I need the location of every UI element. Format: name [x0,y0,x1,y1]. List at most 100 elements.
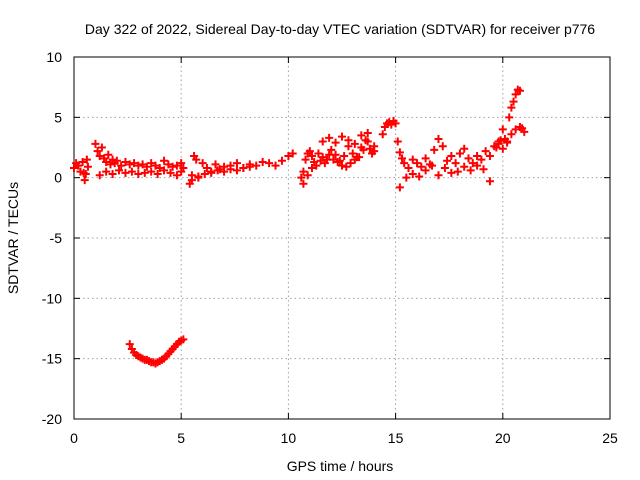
data-point [177,159,186,168]
data-point [207,168,216,177]
data-point [498,144,507,153]
data-point [408,155,417,164]
data-point [200,170,209,179]
data-point [70,164,78,173]
y-tick-label: -15 [42,351,62,367]
data-point [104,150,113,159]
data-point [192,155,201,164]
data-point [220,167,229,176]
data-point [160,156,169,165]
data-point [168,162,177,171]
y-tick-label: -5 [50,230,63,246]
data-point [357,131,366,140]
axis-ticks: 0 5 10 15 20 25 -20 -15 -10 -5 0 5 10 [42,49,618,446]
data-point [232,159,241,168]
data-point [342,162,351,171]
data-point [455,149,464,158]
data-point [288,149,297,158]
data-point [320,159,329,168]
data-point [325,133,334,142]
data-point [314,149,323,158]
data-point [408,170,417,179]
data-point [398,154,407,163]
data-point [147,167,156,176]
data-point [271,161,280,170]
data-point [363,137,372,146]
data-point [93,147,102,156]
data-point [443,156,452,165]
data-point [153,170,162,179]
data-point [503,137,512,146]
x-tick-label: 15 [388,430,404,446]
data-point [97,143,106,152]
data-point [258,157,267,166]
data-point [127,167,136,176]
data-point [505,113,514,122]
data-point [350,139,359,148]
data-point [507,130,516,139]
data-point [140,168,149,177]
data-point [325,150,334,159]
y-tick-label: 10 [46,49,62,65]
data-point [370,142,379,151]
data-point [359,145,368,154]
data-point [134,170,143,179]
data-point [82,155,91,164]
data-point [121,168,130,177]
x-axis-label: GPS time / hours [287,458,394,474]
data-point [346,159,355,168]
data-point [464,154,473,163]
data-point [299,167,308,176]
y-tick-label: -10 [42,290,62,306]
data-point [151,161,160,170]
data-point [338,161,346,170]
data-point [333,157,342,166]
data-point [477,155,486,164]
data-point [368,149,377,158]
data-point [340,151,349,160]
data-point [453,167,462,176]
grid-lines [74,57,610,419]
y-axis-label: SDTVAR / TECUs [5,182,21,294]
data-point [511,125,520,134]
data-point [134,161,143,170]
x-tick-label: 20 [495,430,511,446]
data-point [95,171,104,180]
y-tick-label: 5 [54,109,62,125]
data-point [378,130,387,139]
data-point [102,157,111,166]
data-point [252,161,261,170]
data-point [265,159,274,168]
data-point [194,172,203,181]
data-point [421,166,430,175]
data-point [155,164,164,173]
data-point [284,151,293,160]
data-point [307,164,316,173]
data-point [125,340,134,349]
data-point [312,161,321,170]
x-tick-label: 25 [602,430,618,446]
data-point [404,164,413,173]
data-point [355,153,364,162]
data-point [202,164,211,173]
data-point [430,145,439,154]
data-point [496,136,505,145]
data-point [245,162,254,171]
data-point [160,166,169,175]
data-points [70,85,529,368]
data-point [318,137,327,146]
data-point [400,159,409,168]
y-tick-label: -20 [42,411,62,427]
data-point [213,166,222,175]
data-point [297,173,306,182]
data-point [138,160,147,169]
data-point [130,159,139,168]
data-point [365,144,374,153]
data-point [142,162,151,171]
data-point [473,161,482,170]
data-point [507,103,516,112]
data-point [177,167,186,176]
data-point [91,139,100,148]
data-point [179,335,188,344]
